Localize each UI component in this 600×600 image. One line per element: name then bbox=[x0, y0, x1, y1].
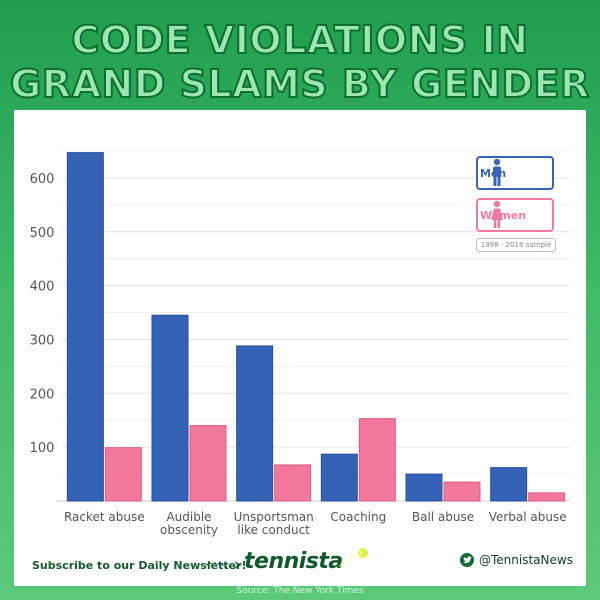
chart-card: 100 200 300 400 500 600 Racket abuse Audible obs… bbox=[14, 110, 586, 586]
y-tick-label: 300 bbox=[30, 333, 55, 348]
twitter-link[interactable]: @TennistaNews bbox=[460, 553, 573, 567]
twitter-icon bbox=[460, 553, 474, 567]
bar-men bbox=[151, 314, 189, 502]
legend-women: Women bbox=[476, 198, 554, 232]
man-icon bbox=[493, 158, 501, 186]
brand-logo: tennista bbox=[244, 549, 343, 574]
x-tick-label: Audible bbox=[166, 510, 211, 524]
bar-men bbox=[490, 467, 528, 502]
bar-men bbox=[236, 345, 274, 502]
y-tick-label: 600 bbox=[30, 172, 55, 187]
bar-women bbox=[104, 447, 142, 502]
x-tick-label: Coaching bbox=[330, 510, 386, 524]
bar-women bbox=[358, 418, 396, 502]
woman-icon bbox=[491, 200, 503, 228]
bar-men bbox=[66, 152, 104, 502]
x-tick-label: Ball abuse bbox=[412, 510, 474, 524]
chart-title: Code violations in Grand Slams by gender bbox=[0, 17, 600, 107]
x-tick-label: Verbal abuse bbox=[489, 510, 567, 524]
bar-women bbox=[189, 425, 227, 502]
y-tick-label: 400 bbox=[30, 280, 55, 295]
bar-chart: 100 200 300 400 500 600 Racket abuse Audibleobs… bbox=[30, 150, 570, 537]
bar-women bbox=[274, 464, 312, 502]
dotted-arrow-icon bbox=[205, 561, 242, 569]
tennis-ball-icon bbox=[335, 548, 368, 569]
newsletter-link[interactable]: Subscribe to our Daily Newsletter! bbox=[32, 559, 247, 572]
x-tick-label: like conduct bbox=[237, 523, 310, 537]
y-tick-label: 100 bbox=[30, 441, 55, 456]
twitter-handle: @TennistaNews bbox=[479, 553, 573, 567]
y-tick-label: 500 bbox=[30, 226, 55, 241]
bar-women bbox=[528, 492, 566, 502]
y-tick-label: 200 bbox=[30, 387, 55, 402]
legend-men: Men bbox=[476, 156, 554, 190]
x-tick-label: Racket abuse bbox=[64, 510, 145, 524]
bar-men bbox=[405, 473, 443, 502]
source-note: Source: The New York Times bbox=[236, 586, 364, 596]
title-line-1: Code violations in bbox=[70, 17, 529, 63]
bar-women bbox=[443, 481, 481, 502]
x-tick-label: Unsportsman bbox=[234, 510, 314, 524]
title-line-2: Grand Slams by gender bbox=[9, 61, 590, 107]
x-tick-label: obscenity bbox=[160, 523, 218, 537]
legend-sample-note: 1998 - 2018 sample bbox=[476, 238, 556, 252]
bar-men bbox=[320, 453, 358, 502]
